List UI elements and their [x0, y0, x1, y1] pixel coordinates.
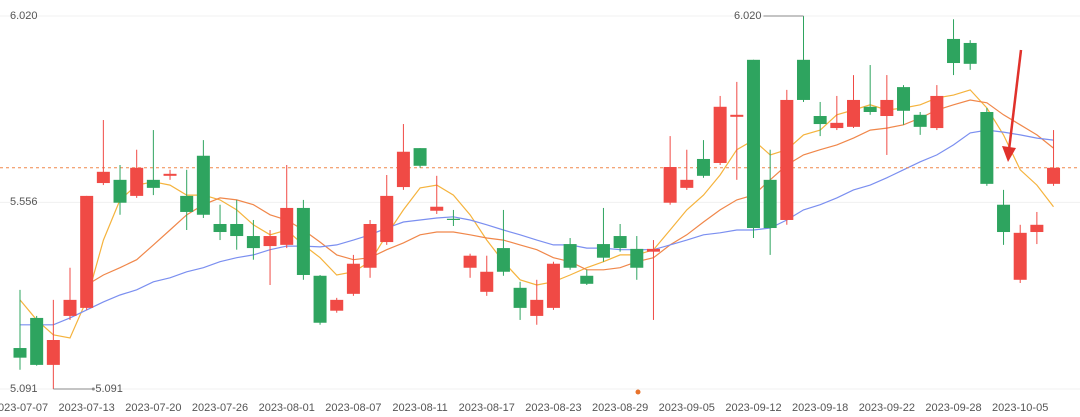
x-tick-label: 2023-08-29	[592, 402, 648, 414]
candle-body	[997, 204, 1011, 233]
candle-body	[296, 207, 310, 275]
candles	[13, 16, 1061, 389]
candle-body	[513, 287, 527, 308]
candle-body	[847, 99, 860, 127]
x-tick-label: 2023-08-01	[259, 402, 315, 414]
candle-body	[263, 236, 277, 247]
candle-body	[13, 348, 27, 358]
candle-body	[130, 167, 144, 196]
candle-body	[446, 218, 460, 220]
candle-body	[30, 317, 44, 365]
candle-body	[80, 195, 94, 308]
x-tick-label: 2023-07-26	[192, 402, 248, 414]
candle-body	[796, 59, 810, 100]
candle-body	[930, 95, 944, 129]
y-tick-label: 5.091	[10, 383, 38, 395]
ma-line	[20, 129, 1054, 326]
candle-body	[746, 59, 760, 229]
candle-body	[1047, 167, 1061, 184]
candle-body	[463, 255, 477, 268]
candle-body	[246, 236, 260, 249]
x-tick-label: 2023-07-20	[125, 402, 181, 414]
min-dot	[91, 387, 95, 391]
candle-body	[780, 99, 794, 220]
candle-body	[563, 244, 577, 268]
candle-body	[1030, 224, 1044, 233]
candle-body	[113, 179, 127, 203]
candle-body	[546, 263, 560, 308]
candle-body	[146, 179, 160, 188]
candle-body	[630, 248, 644, 268]
candle-body	[913, 114, 927, 127]
candle-body	[380, 195, 394, 243]
candle-body	[813, 116, 827, 125]
candle-body	[96, 171, 110, 184]
candle-body	[730, 114, 744, 117]
candle-body	[530, 299, 544, 316]
candle-body	[413, 148, 427, 166]
y-tick-label: 6.020	[10, 10, 38, 22]
arrow	[1002, 49, 1023, 162]
x-tick-label: 2023-10-05	[992, 402, 1048, 414]
candle-body	[280, 207, 294, 245]
x-tick-label: 2023-07-13	[59, 402, 115, 414]
candle-body	[696, 158, 710, 176]
labels: 6.020 5.556 5.091 2023-07-07 2023-07-13 2023-…	[0, 10, 1048, 414]
candle-body	[763, 179, 777, 229]
candle-body	[480, 271, 494, 292]
x-tick-label: 2023-09-28	[925, 402, 981, 414]
candle-body	[313, 275, 327, 323]
candle-body	[863, 106, 877, 112]
candle-body	[330, 299, 344, 311]
candle-body	[196, 155, 210, 215]
x-tick-label: 2023-08-07	[325, 402, 381, 414]
candle-body	[580, 275, 594, 284]
min-label: 5.091	[95, 383, 123, 395]
candle-body	[713, 106, 727, 163]
candle-body	[346, 263, 360, 294]
x-tick-label: 2023-08-23	[525, 402, 581, 414]
arrow-shaft	[1007, 49, 1023, 151]
candle-body	[1013, 232, 1027, 280]
x-tick-label: 2023-07-07	[0, 402, 48, 414]
x-tick-label: 2023-09-22	[859, 402, 915, 414]
candle-body	[213, 223, 227, 233]
y-tick-label: 5.556	[10, 196, 38, 208]
event-marker	[635, 389, 641, 395]
candle-body	[646, 248, 660, 252]
x-tick-label: 2023-08-11	[392, 402, 447, 414]
candle-body	[680, 179, 694, 188]
x-tick-label: 2023-09-12	[725, 402, 781, 414]
grid	[0, 15, 1080, 390]
candle-body	[596, 244, 610, 258]
candle-body	[163, 173, 177, 176]
candle-body	[947, 38, 961, 64]
x-tick-label: 2023-09-18	[792, 402, 848, 414]
max-label: 6.020	[734, 10, 762, 22]
candle-body	[897, 87, 911, 111]
candle-body	[663, 166, 677, 203]
candle-body	[963, 42, 977, 64]
x-tick-label: 2023-08-17	[459, 402, 515, 414]
candle-body	[980, 111, 994, 184]
x-tick-label: 2023-09-05	[659, 402, 715, 414]
candle-body	[830, 122, 844, 129]
candle-body	[230, 223, 244, 237]
candle-body	[63, 299, 77, 316]
arrow-head	[1002, 146, 1016, 162]
candle-body	[46, 340, 60, 365]
candle-body	[880, 99, 894, 117]
candle-body	[396, 151, 410, 188]
candle-body	[613, 236, 627, 249]
candle-body	[363, 223, 377, 268]
candle-body	[430, 206, 444, 211]
candle-body	[496, 248, 510, 272]
candle-body	[180, 195, 194, 212]
